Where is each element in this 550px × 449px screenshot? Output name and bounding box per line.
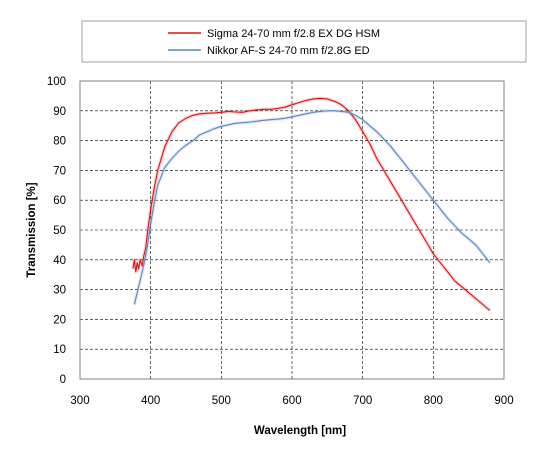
series-line-nikkor [133, 110, 491, 305]
x-tick-label: 900 [494, 395, 513, 407]
y-tick-label: 60 [53, 195, 66, 207]
x-tick-label: 600 [282, 395, 301, 407]
legend-label-nikkor: Nikkor AF-S 24-70 mm f/2.8G ED [207, 45, 370, 57]
x-tick-label: 500 [212, 395, 231, 407]
x-axis-title: Wavelength [nm] [254, 425, 346, 437]
series-glow [132, 109, 492, 305]
plot-area-border [79, 80, 505, 380]
legend-label-sigma: Sigma 24-70 mm f/2.8 EX DG HSM [207, 28, 380, 40]
y-tick-label: 10 [53, 344, 66, 356]
x-tick-label: 700 [353, 395, 372, 407]
y-tick-label: 0 [60, 374, 66, 386]
tick-labels: 300 400 500 600 700 800 900 0 10 20 30 40 50 60 70 80 90… [47, 76, 514, 407]
legend-box [81, 20, 527, 63]
y-tick-label: 40 [53, 255, 66, 267]
y-tick-label: 50 [53, 225, 66, 237]
series-lines [131, 96, 492, 312]
y-axis-title: Transmission [%] [26, 182, 38, 277]
y-tick-label: 90 [53, 106, 66, 118]
y-tick-label: 100 [47, 76, 66, 88]
x-tick-label: 800 [424, 395, 443, 407]
grid-lines [80, 81, 504, 379]
y-tick-label: 20 [53, 314, 66, 326]
y-tick-label: 70 [53, 165, 66, 177]
y-tick-label: 30 [53, 285, 66, 297]
y-tick-label: 80 [53, 136, 66, 148]
x-tick-label: 400 [141, 395, 160, 407]
series-line-sigma [132, 97, 491, 311]
legend: Sigma 24-70 mm f/2.8 EX DG HSM Nikkor AF… [81, 20, 527, 63]
x-tick-label: 300 [70, 395, 89, 407]
